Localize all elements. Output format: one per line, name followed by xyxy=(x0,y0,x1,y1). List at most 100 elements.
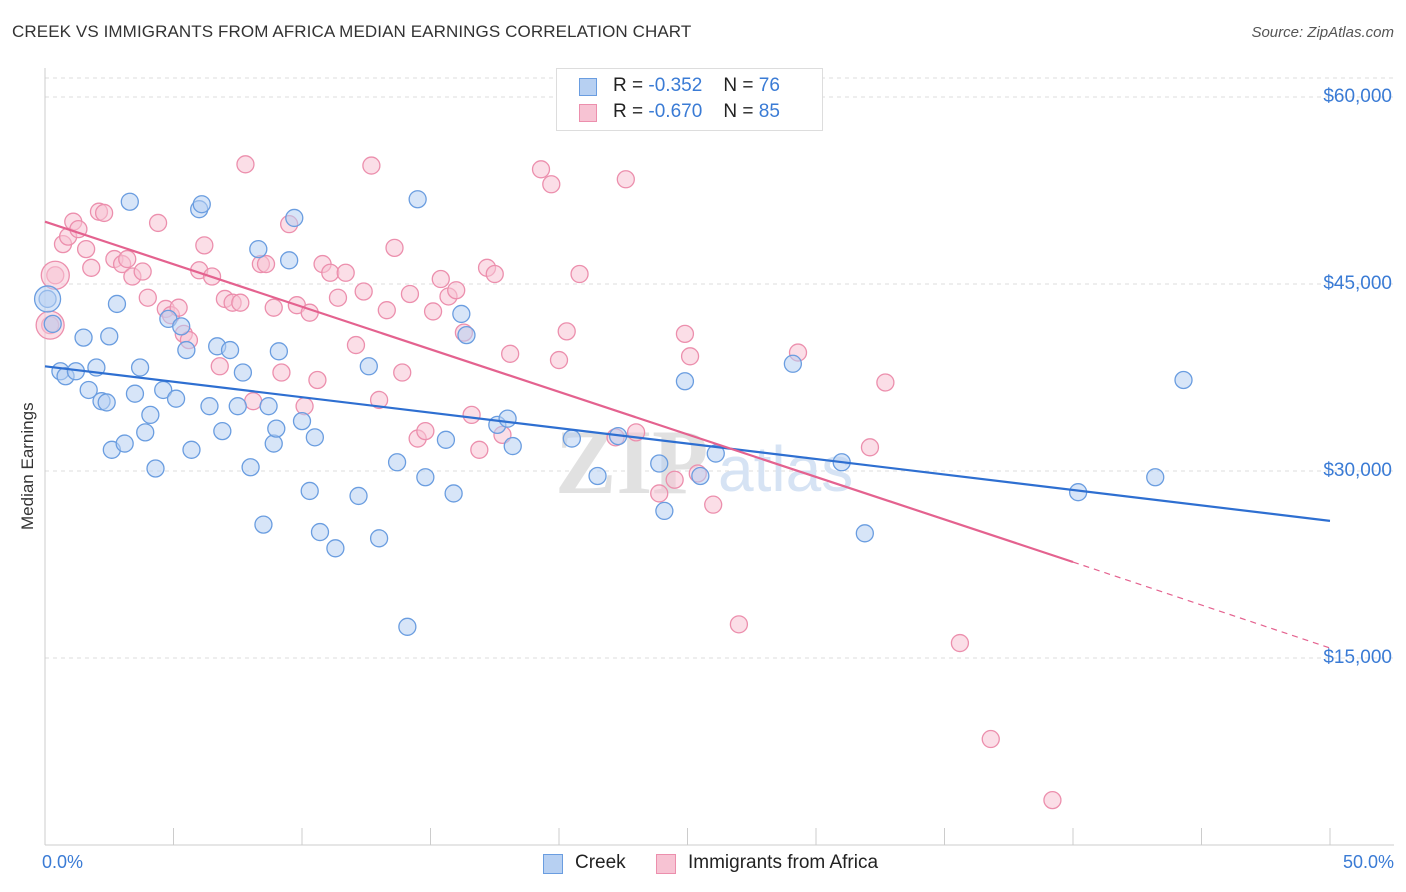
bottom-swatch-creek xyxy=(543,854,563,874)
creek-point xyxy=(220,340,240,360)
creek-point xyxy=(200,397,219,416)
creek-point xyxy=(675,372,695,391)
africa-point xyxy=(680,347,700,366)
creek-point xyxy=(655,501,674,521)
legend-n-label: N = xyxy=(723,75,754,96)
creek-point xyxy=(1174,370,1193,390)
africa-point xyxy=(549,350,569,370)
bottom-legend-africa-label: Immigrants from Africa xyxy=(688,852,879,873)
creek-point xyxy=(79,380,98,400)
creek-point xyxy=(107,294,127,314)
africa-point xyxy=(82,258,101,277)
creek-point xyxy=(182,440,201,459)
creek-point xyxy=(192,195,211,214)
creek-point xyxy=(146,459,165,478)
trend-lines xyxy=(44,220,1331,649)
africa-point xyxy=(704,495,723,514)
africa-point xyxy=(501,344,520,363)
africa-point xyxy=(118,249,137,269)
legend-swatch-africa xyxy=(579,104,597,122)
legend-africa-n: 85 xyxy=(758,101,780,122)
creek-point xyxy=(228,397,247,416)
africa-point xyxy=(531,160,551,179)
africa-point xyxy=(321,263,340,282)
africa-point xyxy=(308,370,327,390)
africa-point xyxy=(447,281,466,300)
y-tick-label: $45,000 xyxy=(1323,273,1392,294)
africa-point xyxy=(385,238,404,257)
africa-point-cluster xyxy=(40,260,70,290)
africa-point xyxy=(616,170,635,189)
africa-point xyxy=(169,298,188,317)
watermark-atlas: atlas xyxy=(718,433,853,505)
creek-point xyxy=(387,453,407,472)
africa-point xyxy=(328,288,348,307)
creek-point xyxy=(43,314,62,334)
africa-point xyxy=(148,213,168,233)
creek-point xyxy=(359,357,378,376)
legend-swatch-creek xyxy=(579,78,597,96)
legend-r-label: R = xyxy=(613,101,644,122)
africa-point xyxy=(950,633,970,653)
bottom-swatch-africa xyxy=(656,854,676,874)
africa-point xyxy=(570,264,589,284)
africa-point xyxy=(94,203,114,223)
y-tick-label: $15,000 xyxy=(1323,647,1392,668)
creek-point xyxy=(259,397,278,416)
creek-point xyxy=(177,340,196,360)
creek-point xyxy=(416,468,435,487)
africa-point xyxy=(729,615,749,634)
creek-point xyxy=(691,466,710,486)
creek-point xyxy=(436,430,456,449)
africa-point xyxy=(231,293,250,312)
creek-point xyxy=(503,436,522,456)
creek-point xyxy=(452,304,471,324)
africa-points xyxy=(35,155,1062,810)
creek-point xyxy=(249,239,268,259)
chart-source: Source: ZipAtlas.com xyxy=(1251,24,1394,41)
legend-creek-r: -0.352 xyxy=(648,75,703,96)
creek-point xyxy=(562,429,581,448)
creek-point xyxy=(783,354,803,373)
y-tick-label: $60,000 xyxy=(1323,86,1392,107)
creek-point xyxy=(166,389,186,408)
creek-point xyxy=(408,190,427,209)
africa-point xyxy=(133,262,152,281)
africa-point xyxy=(542,175,561,194)
creek-point xyxy=(292,411,312,431)
creek-point xyxy=(141,405,160,425)
africa-point xyxy=(256,254,276,274)
africa-point xyxy=(675,324,695,344)
creek-point xyxy=(588,466,607,486)
x-tick-label-min: 0.0% xyxy=(42,852,84,872)
africa-point xyxy=(336,263,355,282)
africa-point xyxy=(860,438,880,457)
africa-point xyxy=(354,282,373,301)
creek-point xyxy=(279,251,299,270)
africa-point xyxy=(1043,790,1062,810)
creek-point xyxy=(254,515,273,534)
creek-trend-line xyxy=(44,365,1331,522)
creek-point xyxy=(213,421,232,441)
africa-point xyxy=(264,298,283,317)
creek-point xyxy=(855,524,874,543)
axes xyxy=(44,68,1394,846)
creek-point xyxy=(136,423,155,442)
creek-point xyxy=(369,529,389,548)
africa-trend-line xyxy=(44,220,1074,564)
creek-point xyxy=(120,192,139,211)
y-tick-label: $30,000 xyxy=(1323,460,1392,481)
creek-point xyxy=(264,434,283,453)
creek-point xyxy=(267,419,286,438)
creek-point xyxy=(326,539,345,558)
africa-point xyxy=(195,236,214,255)
creek-point xyxy=(97,393,116,412)
creek-point xyxy=(305,428,325,447)
africa-point xyxy=(369,390,389,410)
creek-point-cluster xyxy=(33,285,62,313)
creek-point xyxy=(444,484,463,503)
africa-point xyxy=(393,363,412,382)
africa-point xyxy=(377,301,396,320)
africa-point xyxy=(416,421,435,441)
africa-point xyxy=(272,363,291,382)
